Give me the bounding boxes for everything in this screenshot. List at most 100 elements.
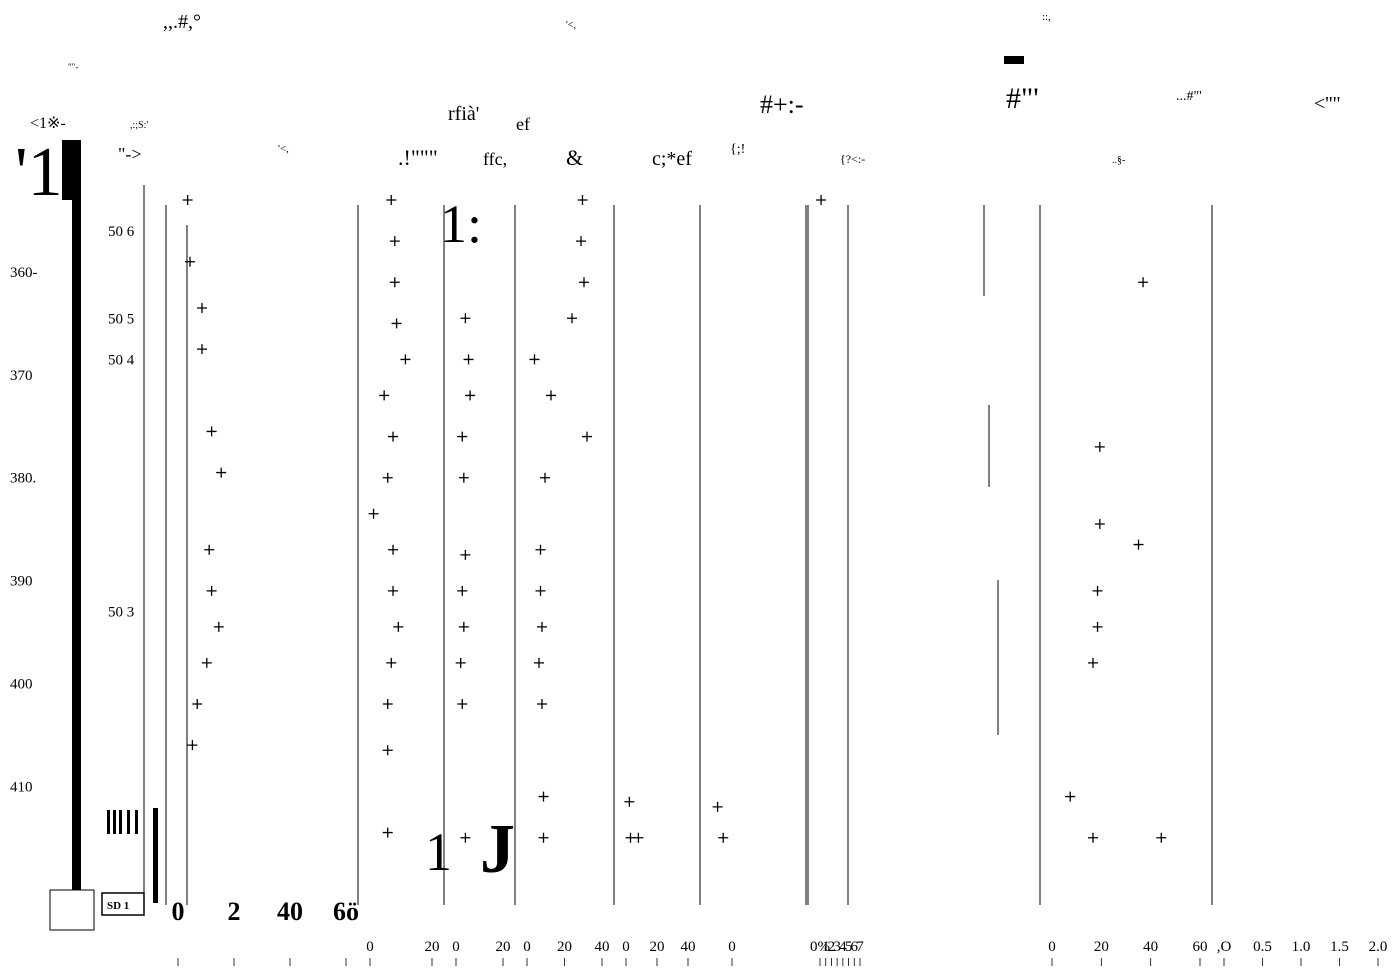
depth-tick-label: 400 [10, 676, 33, 692]
data-point [538, 832, 549, 843]
x-tick-label: 0 [452, 939, 460, 955]
data-point [1092, 585, 1103, 596]
depth-tick-label: 380. [10, 471, 36, 487]
decorative-glyph-j: J [480, 811, 515, 888]
data-point [577, 195, 588, 205]
x-tick-label: 20 [425, 939, 440, 955]
header-fragments: ,,.#,°""-<1※-'1' "->,:;S:''<, .!"""rfià' ef… [15, 11, 1341, 211]
data-point [465, 390, 476, 401]
x-tick-label: 0.5 [1253, 939, 1272, 955]
panel-8: 0 20 40 60 [1039, 205, 1208, 966]
data-point [192, 699, 203, 709]
x-tick-label: 0 [172, 897, 185, 926]
x-tick-label: 1.0 [1292, 939, 1311, 955]
x-tick-label: 40 [681, 939, 696, 955]
data-point [368, 508, 379, 519]
x-tick-label: 20 [650, 939, 665, 955]
panel-frames: SD 1 J 1 1: [49, 140, 515, 931]
data-point [579, 277, 589, 288]
header-fragment: & [566, 145, 583, 170]
data-point [382, 745, 393, 756]
data-point [206, 426, 217, 437]
data-point [187, 740, 198, 751]
data-point [388, 585, 399, 596]
data-point [388, 544, 399, 555]
x-tick-label: 0 [728, 939, 736, 955]
data-point [582, 431, 592, 442]
x-tick-label: 20 [496, 939, 511, 955]
x-tick-label: 0 [622, 939, 630, 955]
x-tick-label: ,O [1217, 939, 1232, 955]
x-tick-label: 7 [856, 939, 864, 955]
x-tick-label: 20 [1094, 939, 1109, 955]
depth-tick-label: 410 [10, 779, 33, 795]
header-fragment: ...#"' [1176, 89, 1202, 104]
data-point [460, 549, 471, 560]
x-tick-label: 3 [833, 939, 841, 955]
header-fragment: ,:;S:' [130, 120, 148, 131]
decorative-glyph-1: 1 [425, 822, 452, 882]
data-point [457, 585, 468, 596]
depth-tick-label: 360- [10, 265, 38, 281]
x-tick-label: 6ö [333, 897, 359, 926]
data-point [535, 585, 546, 596]
data-point [1133, 539, 1144, 550]
data-point [382, 472, 393, 483]
panel-3: 0 20 [443, 205, 511, 966]
data-point [625, 832, 636, 843]
header-fragment: #+:- [760, 90, 804, 119]
x-tick-label: 2 [828, 939, 836, 955]
sample-labels: 50 6 50 5 50 4 50 3 [108, 224, 135, 621]
data-point [537, 621, 547, 632]
data-point [458, 472, 469, 483]
data-point [206, 585, 217, 596]
barcode-mark [107, 810, 138, 834]
data-point [529, 354, 540, 365]
lithology-column-cap [62, 140, 80, 200]
x-tick-label: 0% [810, 939, 830, 955]
header-fragment: <1※- [30, 115, 66, 132]
header-fragment: ffc, [483, 149, 507, 169]
x-tick-label: 4 [839, 939, 847, 955]
x-tick-label: 0 [523, 939, 531, 955]
data-point [386, 195, 397, 205]
data-point [1087, 657, 1098, 668]
data-point [537, 699, 547, 709]
x-tick-label: 0 [366, 939, 374, 955]
data-point [400, 354, 411, 365]
depth-tick-label: 370 [10, 368, 33, 384]
data-point [216, 467, 227, 478]
data-point [382, 827, 393, 838]
header-fragment: '<, [278, 143, 289, 155]
depth-axis: 360- 370 380. 390 400 410 [10, 265, 38, 795]
data-point [624, 796, 635, 807]
data-point [460, 832, 471, 843]
x-tick-label: 0 [1048, 939, 1056, 955]
header-fragment: '<, [566, 20, 576, 31]
header-fragment: {;! [730, 142, 745, 157]
data-point [457, 431, 468, 442]
data-point [457, 699, 468, 709]
data-point [1065, 791, 1076, 802]
header-fragment: ef [516, 114, 530, 134]
data-point [1138, 277, 1149, 288]
data-point [463, 354, 474, 365]
data-point [388, 431, 399, 442]
panel-9: ,O 0.5 1.0 1.5 2.0 [1211, 205, 1387, 966]
panel-6: 0 [699, 205, 736, 966]
header-fragment: ""- [68, 62, 78, 72]
data-point [576, 236, 586, 247]
data-point [534, 657, 544, 668]
data-point [1094, 519, 1105, 529]
x-tick-label: 40 [595, 939, 610, 955]
sample-label: 50 3 [108, 604, 134, 620]
header-fragment: ::, [1042, 11, 1051, 23]
header-fragment: #"' [1006, 82, 1039, 115]
data-point [182, 195, 193, 205]
data-point [718, 832, 729, 843]
header-block [1004, 56, 1024, 64]
panel-1: 0 2 40 6ö [165, 195, 359, 966]
